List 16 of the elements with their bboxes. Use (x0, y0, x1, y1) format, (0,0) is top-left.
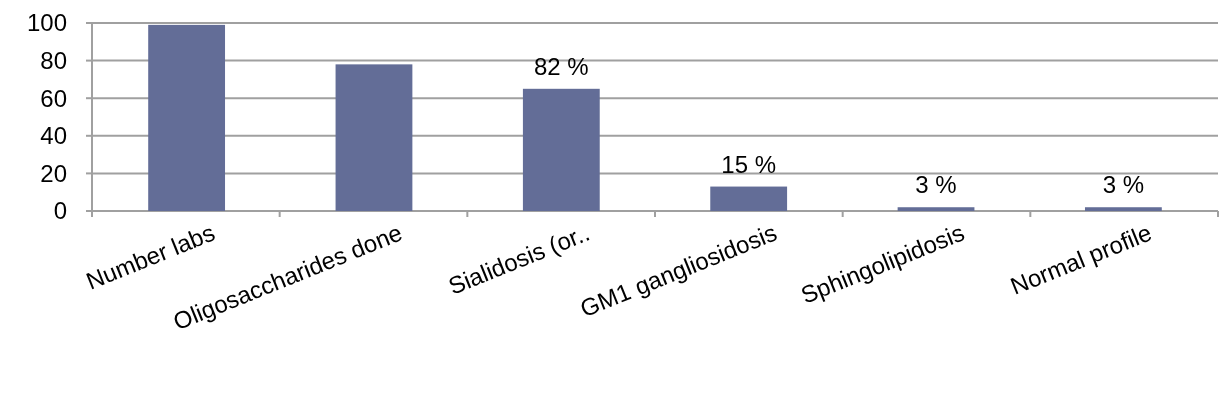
y-tick-label: 0 (53, 197, 67, 225)
bar (1084, 207, 1162, 211)
y-tick-label: 40 (40, 122, 67, 150)
annotation: 3 % (1102, 171, 1145, 199)
y-tick-label: 20 (40, 159, 67, 187)
y-tick-label: 60 (40, 84, 67, 112)
bar (522, 88, 600, 211)
bar (710, 186, 788, 211)
bar (335, 64, 413, 211)
bar (897, 207, 975, 211)
y-tick-label: 80 (40, 47, 67, 74)
bar (148, 24, 226, 211)
annotation: 15 % (721, 150, 777, 178)
annotation: 82 % (533, 52, 589, 80)
annotation: 3 % (915, 171, 957, 199)
y-tick-label: 100 (26, 9, 67, 37)
